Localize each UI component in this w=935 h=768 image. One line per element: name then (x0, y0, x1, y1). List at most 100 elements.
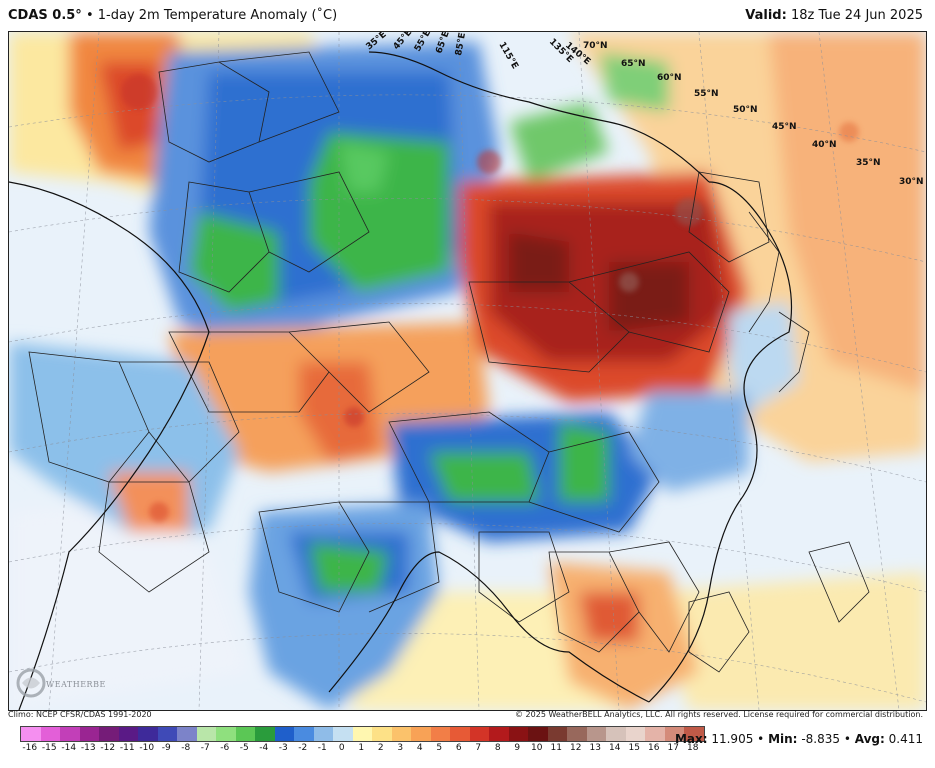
legend-tick: -8 (181, 743, 191, 753)
lat-label: 65°N (621, 59, 646, 69)
legend-swatch (645, 727, 665, 741)
max-label: Max: (674, 732, 708, 746)
legend-swatch (313, 727, 333, 741)
product-name: 1-day 2m Temperature Anomaly (˚C) (97, 8, 338, 23)
legend-swatch (450, 727, 470, 741)
legend-tick-labels: -16 -15 -14 -13 -12 -11 -10 -9 -8 -7 -6 -5 -4 -3 -2 -1 0… (20, 743, 705, 753)
stats-separator: • (757, 732, 765, 746)
legend-swatch (118, 727, 138, 741)
legend-swatch (508, 727, 528, 741)
legend-tick: -2 (298, 743, 308, 753)
legend-swatch (40, 727, 60, 741)
legend-tick: -1 (317, 743, 327, 753)
avg-value: 0.411 (888, 732, 923, 746)
legend-tick: -3 (278, 743, 288, 753)
map-title: CDAS 0.5° • 1-day 2m Temperature Anomaly… (8, 8, 337, 23)
legend-tick: 15 (628, 743, 640, 753)
legend-swatch (664, 727, 684, 741)
legend-tick: 13 (589, 743, 601, 753)
legend-tick: 3 (397, 743, 404, 753)
legend-tick: -13 (80, 743, 96, 753)
stats-separator: • (843, 732, 851, 746)
legend-swatch (177, 727, 197, 741)
legend-tick: -16 (22, 743, 38, 753)
header: CDAS 0.5° • 1-day 2m Temperature Anomaly… (0, 0, 935, 30)
legend-swatch (138, 727, 158, 741)
lat-label: 30°N (899, 177, 924, 187)
legend-tick: 5 (436, 743, 443, 753)
swirl-icon: WEATHERBELL (16, 668, 117, 698)
legend-tick: 8 (494, 743, 501, 753)
field-statistics: Max: 11.905 • Min: -8.835 • Avg: 0.411 (675, 732, 923, 746)
lon-label: 85°E (454, 32, 468, 57)
min-label: Min: (768, 732, 798, 746)
legend-tick: -4 (259, 743, 269, 753)
legend-color-bar (20, 726, 705, 742)
legend-swatch (606, 727, 626, 741)
max-value: 11.905 (711, 732, 754, 746)
valid-time: Valid: 18z Tue 24 Jun 2025 (745, 8, 923, 23)
legend-swatch (684, 727, 704, 741)
climo-credit: Climo: NCEP CFSR/CDAS 1991-2020 (8, 710, 152, 719)
legend-swatch (586, 727, 606, 741)
legend-tick: -6 (220, 743, 230, 753)
lat-label: 50°N (733, 105, 758, 115)
legend-swatch (79, 727, 99, 741)
model-name: CDAS 0.5° (8, 8, 82, 23)
legend-tick: 11 (550, 743, 562, 753)
lat-label: 35°N (856, 158, 881, 168)
legend-swatch (391, 727, 411, 741)
legend-swatch (567, 727, 587, 741)
legend-tick: -5 (239, 743, 249, 753)
legend-swatch (235, 727, 255, 741)
legend-tick: 1 (358, 743, 365, 753)
legend-swatch (216, 727, 236, 741)
legend-tick: 12 (570, 743, 582, 753)
legend-swatch (430, 727, 450, 741)
lat-label: 60°N (657, 73, 682, 83)
legend-swatch (625, 727, 645, 741)
valid-label: Valid: (745, 8, 787, 23)
latitude-labels: 70°N 65°N 60°N 55°N 50°N 45°N 40°N 35°N … (583, 41, 924, 187)
legend-swatch (547, 727, 567, 741)
legend-tick: 10 (531, 743, 543, 753)
legend-tick: 7 (475, 743, 482, 753)
min-value: -8.835 (801, 732, 840, 746)
legend-swatch (255, 727, 275, 741)
legend-tick: -7 (200, 743, 210, 753)
legend-tick: 17 (667, 743, 679, 753)
legend-swatch (196, 727, 216, 741)
anomaly-texture (121, 74, 859, 522)
coastlines (9, 51, 793, 710)
legend-tick: 14 (609, 743, 621, 753)
legend-tick: -11 (119, 743, 135, 753)
legend-tick: -14 (61, 743, 77, 753)
country-borders (28, 51, 870, 673)
legend-swatch (294, 727, 314, 741)
legend-swatch (99, 727, 119, 741)
copyright-notice: © 2025 WeatherBELL Analytics, LLC. All r… (515, 710, 923, 719)
legend-tick: 2 (377, 743, 384, 753)
logo-text: WEATHERBELL (46, 680, 106, 689)
weatherbell-logo: WEATHERBELL (14, 666, 117, 700)
avg-label: Avg: (854, 732, 885, 746)
legend-swatch (528, 727, 548, 741)
map-canvas: 35°E 45°E 55°E 65°E 85°E 115°E 135°E 140… (9, 32, 926, 710)
title-bullet: • (85, 8, 94, 23)
legend-tick: 9 (514, 743, 521, 753)
legend-tick: 18 (687, 743, 699, 753)
legend-swatch (333, 727, 353, 741)
lat-label: 70°N (583, 41, 608, 51)
anomaly-map[interactable]: 35°E 45°E 55°E 65°E 85°E 115°E 135°E 140… (8, 31, 927, 711)
legend-swatch (352, 727, 372, 741)
legend-tick: -15 (41, 743, 57, 753)
color-legend: -16 -15 -14 -13 -12 -11 -10 -9 -8 -7 -6 -5 -4 -3 -2 -1 0… (20, 726, 705, 753)
lat-label: 55°N (694, 89, 719, 99)
legend-swatch (411, 727, 431, 741)
legend-tick: 6 (455, 743, 462, 753)
legend-swatch (274, 727, 294, 741)
valid-time-value: 18z Tue 24 Jun 2025 (790, 8, 923, 23)
legend-tick: 0 (338, 743, 345, 753)
legend-tick: -9 (161, 743, 171, 753)
legend-swatch (60, 727, 80, 741)
